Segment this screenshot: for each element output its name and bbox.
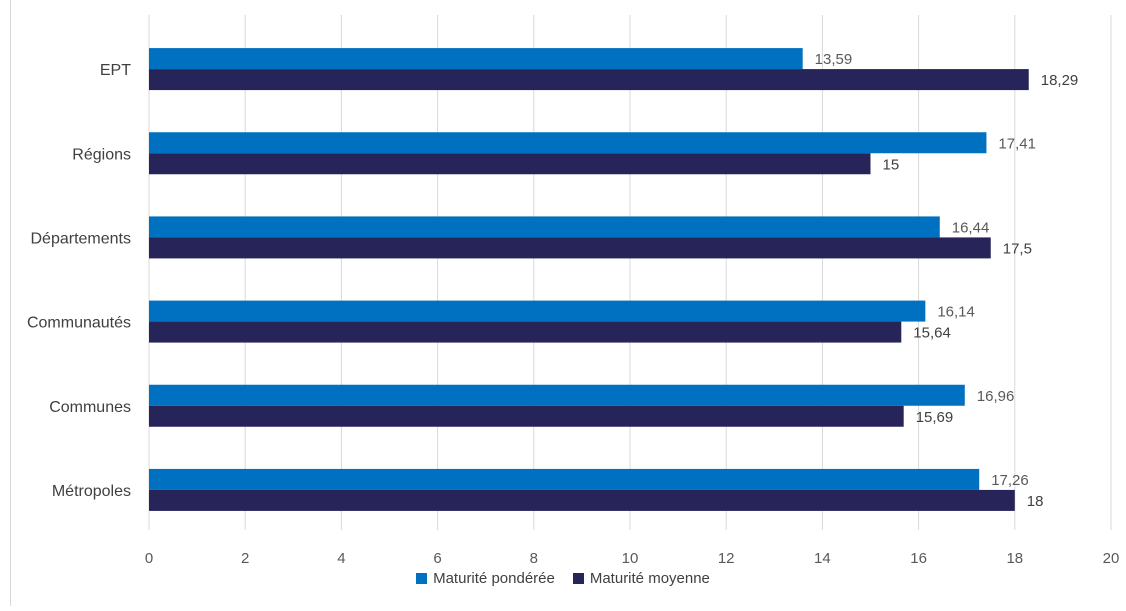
- x-tick-label: 20: [1103, 550, 1120, 567]
- legend: Maturité pondérée Maturité moyenne: [0, 570, 1126, 587]
- bar-weighted: [149, 216, 940, 238]
- gridlines: [148, 15, 1112, 530]
- category-label: Métropoles: [52, 483, 131, 500]
- value-label-weighted: 16,44: [952, 219, 990, 236]
- category-label: Communes: [49, 399, 131, 416]
- legend-swatch-weighted: [416, 573, 428, 584]
- value-label-weighted: 16,14: [937, 304, 975, 321]
- bar-average: [149, 489, 1015, 511]
- x-tick-label: 0: [145, 550, 153, 567]
- bar-weighted: [149, 300, 926, 322]
- bar-average: [149, 69, 1029, 91]
- x-tick-label: 10: [622, 550, 639, 567]
- x-tick-label: 6: [433, 550, 441, 567]
- category-labels: EPT Régions Départements Communautés Commune…: [27, 62, 131, 500]
- legend-label-weighted: Maturité pondérée: [433, 570, 555, 587]
- value-labels: 13,59 18,29 17,41 15 16,44 17,5 16,14 15,64 16,9…: [815, 51, 1079, 510]
- frame-border: [10, 0, 11, 606]
- legend-swatch-average: [572, 573, 584, 584]
- x-axis-ticks: 0 2 4 6 8 10 12 14 16 18 20: [145, 550, 1120, 567]
- value-label-average: 17,5: [1003, 240, 1032, 257]
- bar-average: [149, 153, 871, 175]
- category-label: Départements: [31, 230, 132, 247]
- category-label: Régions: [72, 146, 131, 163]
- legend-item-weighted: Maturité pondérée: [416, 570, 555, 587]
- value-label-average: 15,64: [913, 325, 951, 342]
- x-tick-label: 4: [337, 550, 345, 567]
- bar-average: [149, 321, 902, 343]
- x-tick-label: 14: [814, 550, 831, 567]
- value-label-weighted: 17,26: [991, 472, 1029, 489]
- value-label-weighted: 16,96: [977, 388, 1015, 405]
- bar-weighted: [149, 48, 803, 70]
- bar-weighted: [149, 384, 965, 406]
- x-tick-label: 2: [241, 550, 249, 567]
- bars: [149, 48, 1029, 511]
- legend-item-average: Maturité moyenne: [572, 570, 710, 587]
- bar-weighted: [149, 132, 987, 154]
- x-tick-label: 12: [718, 550, 735, 567]
- x-tick-label: 16: [910, 550, 927, 567]
- category-label: EPT: [100, 62, 131, 79]
- value-label-average: 15,69: [916, 409, 954, 426]
- x-tick-label: 8: [530, 550, 538, 567]
- bar-average: [149, 405, 904, 427]
- value-label-weighted: 17,41: [998, 135, 1036, 152]
- value-label-average: 18,29: [1041, 72, 1079, 89]
- value-label-average: 15: [883, 156, 900, 173]
- bar-average: [149, 237, 991, 259]
- bar-weighted: [149, 468, 980, 490]
- legend-label-average: Maturité moyenne: [589, 570, 710, 587]
- x-tick-label: 18: [1006, 550, 1023, 567]
- category-label: Communautés: [27, 315, 131, 332]
- value-label-average: 18: [1027, 493, 1044, 510]
- value-label-weighted: 13,59: [815, 51, 853, 68]
